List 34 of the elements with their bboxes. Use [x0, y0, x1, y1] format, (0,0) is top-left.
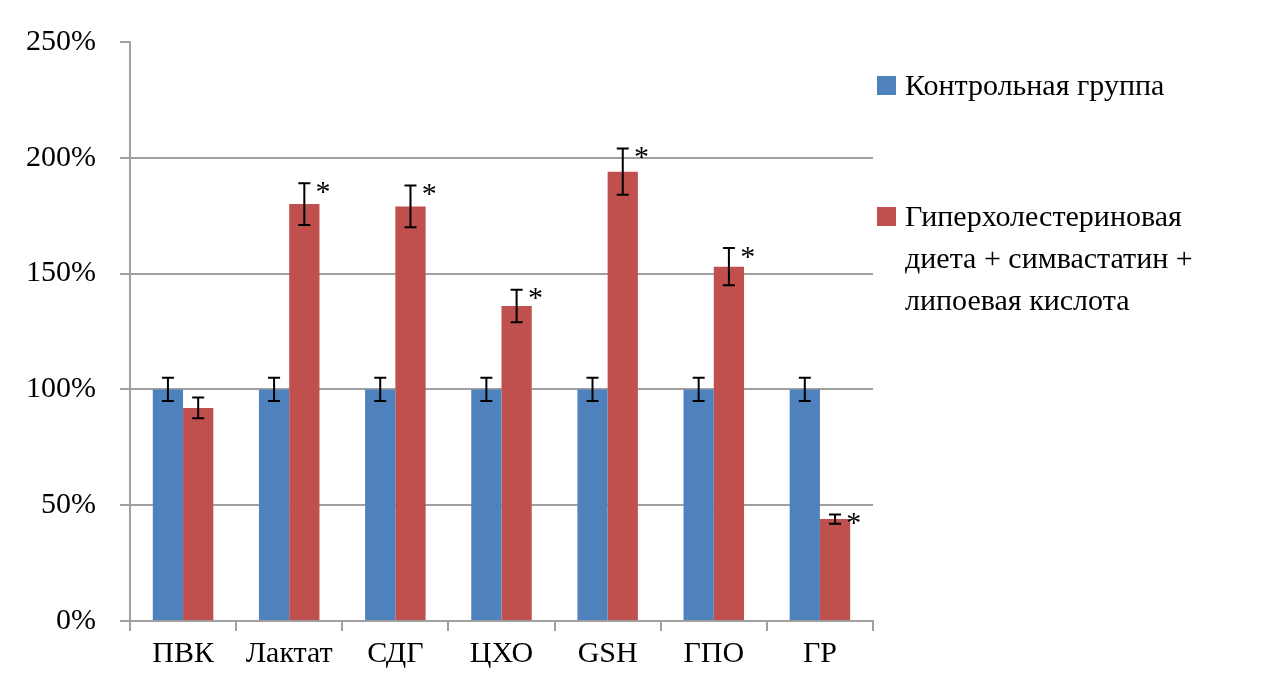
annotation: *	[315, 173, 331, 207]
bar	[577, 389, 608, 620]
x-tick-label: ЦХО	[469, 634, 534, 668]
x-tick-label: GSH	[577, 634, 638, 668]
y-tick-label: 200%	[25, 138, 96, 172]
bar	[395, 206, 426, 620]
x-tick-label: Лактат	[245, 634, 333, 668]
annotation: *	[634, 139, 650, 173]
bar	[607, 171, 638, 620]
bar	[365, 389, 396, 620]
y-tick-label: 100%	[25, 370, 96, 404]
y-tick-label: 150%	[25, 254, 96, 288]
y-tick-label: 250%	[25, 22, 96, 56]
annotation: *	[421, 176, 437, 210]
legend-label: Контрольная группа	[905, 67, 1165, 103]
y-tick-label: 50%	[40, 486, 96, 520]
bar	[289, 204, 320, 620]
x-tick-label: ПВК	[152, 634, 215, 668]
annotation: *	[740, 238, 756, 272]
bar	[501, 306, 532, 620]
bar	[183, 407, 214, 620]
annotation: *	[846, 504, 862, 538]
bar	[683, 389, 714, 620]
bar	[471, 389, 502, 620]
x-tick-label: СДГ	[367, 634, 424, 668]
x-tick-label: ГПО	[683, 634, 745, 668]
annotation: *	[527, 280, 543, 314]
y-tick-label: 0%	[55, 601, 96, 635]
bar	[713, 266, 745, 620]
x-tick-label: ГР	[802, 634, 837, 668]
bar	[152, 389, 184, 620]
bar	[789, 389, 820, 620]
bar	[258, 389, 290, 620]
legend-label: Гиперхолестериновая диета + симвастатин + липоевая кислота	[905, 198, 1194, 318]
